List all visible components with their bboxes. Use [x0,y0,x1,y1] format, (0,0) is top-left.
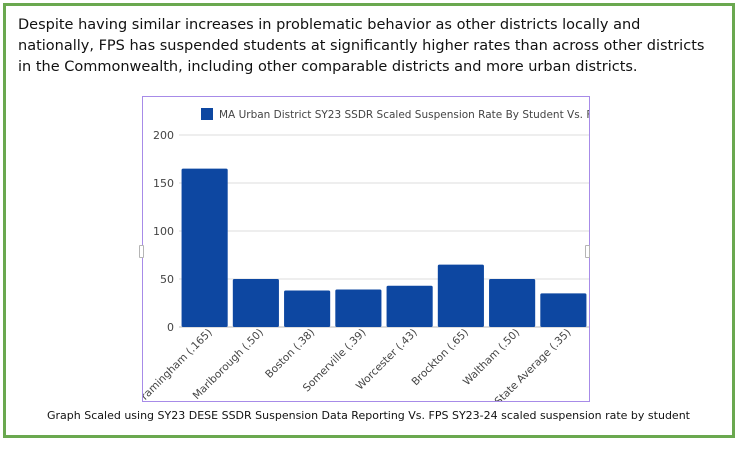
bar [386,285,433,327]
x-tick-label: Boston (.38) [263,327,317,381]
bar [489,279,536,327]
y-tick-label: 150 [153,177,174,190]
y-tick-label: 100 [153,225,174,238]
bar [335,289,382,327]
y-tick-label: 50 [160,273,174,286]
right-resize-handle[interactable] [585,245,590,258]
bar [437,264,484,327]
bar [540,293,587,327]
bar [232,279,279,327]
bar [181,168,228,327]
bar-chart: MA Urban District SY23 SSDR Scaled Suspe… [143,108,589,401]
left-resize-handle[interactable] [139,245,144,258]
y-tick-label: 0 [167,321,174,334]
chart-caption: Graph Scaled using SY23 DESE SSDR Suspen… [47,409,690,422]
chart-container: MA Urban District SY23 SSDR Scaled Suspe… [142,96,590,402]
legend-swatch [201,108,213,120]
legend-label: MA Urban District SY23 SSDR Scaled Suspe… [219,109,589,121]
intro-paragraph: Despite having similar increases in prob… [18,17,705,75]
chart-legend: MA Urban District SY23 SSDR Scaled Suspe… [201,108,589,121]
bar [284,290,331,327]
y-tick-label: 200 [153,129,174,142]
